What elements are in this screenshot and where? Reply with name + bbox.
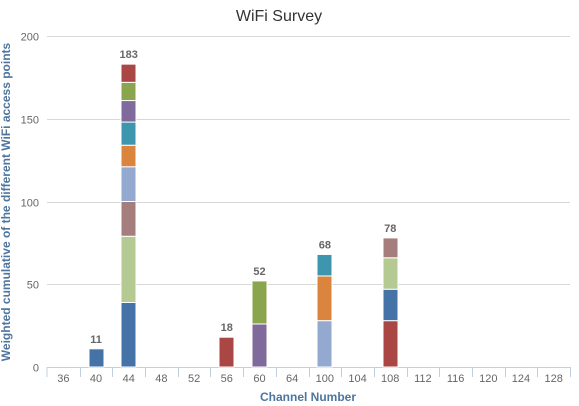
bar-segment	[120, 235, 137, 303]
total-label: 52	[253, 266, 265, 278]
x-tick-label: 100	[316, 373, 334, 385]
total-label: 68	[319, 239, 331, 251]
y-tick-label: 100	[21, 198, 39, 210]
bar-segment	[120, 100, 137, 123]
x-tick-label: 36	[57, 373, 69, 385]
bar-segment	[382, 320, 399, 368]
bar-segment	[316, 275, 333, 322]
x-axis-ticks: 36 40 44 48 52 56 60 64 100 104 108 112 116 120 124 128	[46, 367, 571, 385]
x-tick-label: 64	[286, 373, 298, 385]
bar-segment	[316, 253, 333, 277]
x-tick-label: 60	[253, 373, 265, 385]
bar-segment	[120, 301, 137, 368]
y-tick-label: 200	[21, 32, 39, 44]
x-axis-title: Channel Number	[260, 390, 356, 404]
y-tick-label: 50	[27, 280, 39, 292]
total-label: 18	[221, 322, 233, 334]
bar-segment	[382, 257, 399, 290]
bar-segment	[251, 323, 268, 368]
bar-segment	[88, 348, 105, 368]
bar-segment	[120, 144, 137, 168]
total-label: 78	[384, 223, 396, 235]
x-tick-label: 48	[155, 373, 167, 385]
y-axis-title: Weighted cumulative of the different WiF…	[0, 42, 13, 361]
bar-segment	[120, 81, 137, 102]
x-tick-label: 56	[221, 373, 233, 385]
bar-segment	[120, 121, 137, 146]
bar-segment	[218, 336, 235, 368]
bar-segment	[120, 166, 137, 202]
bar-segment	[316, 320, 333, 368]
x-tick-label: 120	[479, 373, 497, 385]
y-tick-label: 0	[33, 363, 39, 375]
bar-segment	[120, 63, 137, 83]
y-tick-label: 150	[21, 115, 39, 127]
x-tick-label: 128	[544, 373, 562, 385]
x-tick-label: 112	[414, 373, 432, 385]
x-tick-label: 40	[90, 373, 102, 385]
x-tick-label: 116	[447, 373, 465, 385]
x-tick-label: 108	[381, 373, 399, 385]
bars	[88, 63, 399, 368]
x-tick-label: 104	[348, 373, 366, 385]
x-tick-label: 44	[123, 373, 135, 385]
bar-segment	[120, 201, 137, 237]
bar-segment	[251, 280, 268, 325]
total-label: 183	[120, 49, 138, 61]
x-tick-label: 52	[188, 373, 200, 385]
total-label: 11	[90, 334, 102, 346]
chart-title: WiFi Survey	[236, 8, 322, 25]
bar-segment	[382, 288, 399, 322]
y-axis-ticks: 0 50 100 150 200	[21, 32, 39, 375]
total-labels: 11 183 18 52 68 78	[90, 49, 396, 346]
x-tick-label: 124	[512, 373, 530, 385]
bar-segment	[382, 237, 399, 259]
